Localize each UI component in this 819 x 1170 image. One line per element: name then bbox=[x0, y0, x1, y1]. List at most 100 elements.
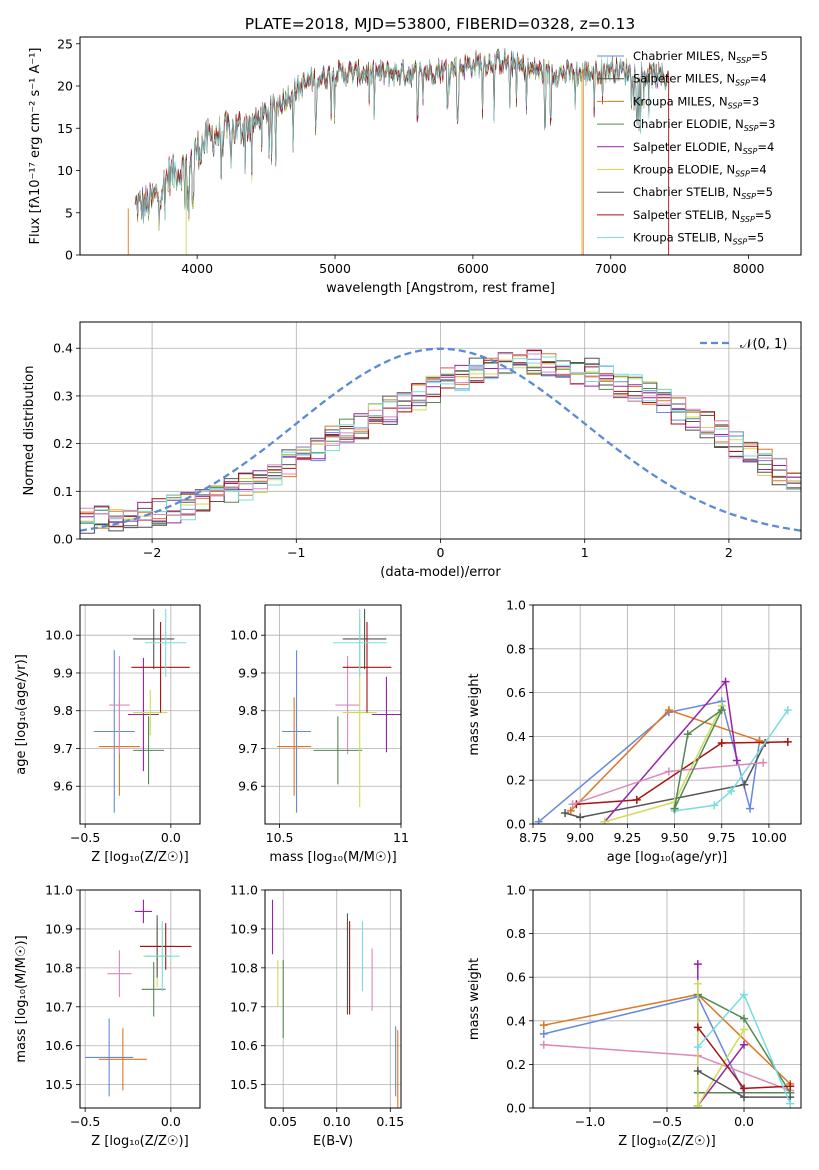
y-axis-label: mass weight bbox=[467, 958, 482, 1040]
y-tick-label: 9.8 bbox=[238, 703, 258, 718]
legend-label: Chabrier MILES, NSSP=5 bbox=[633, 49, 768, 65]
weight-marker bbox=[783, 737, 792, 746]
y-tick-label: 0.6 bbox=[506, 685, 526, 700]
weight-marker bbox=[664, 706, 673, 715]
axes-frame bbox=[79, 604, 201, 825]
weight-marker bbox=[561, 809, 570, 818]
spectrum-plot-area bbox=[127, 47, 670, 255]
x-axis-label: mass [log₁₀(M/M☉)] bbox=[269, 850, 396, 865]
weight-marker bbox=[740, 780, 749, 789]
y-tick-label: 0.4 bbox=[506, 1013, 526, 1028]
errorbar-point bbox=[145, 921, 180, 992]
errorbar-point bbox=[371, 676, 401, 753]
legend-label: Chabrier STELIB, NSSP=5 bbox=[633, 185, 773, 201]
weight-marker bbox=[740, 990, 749, 999]
y-axis-label: Normed distribution bbox=[22, 366, 37, 496]
y-tick-label: 0.3 bbox=[53, 388, 73, 403]
weight-marker bbox=[783, 706, 792, 715]
y-tick-label: 10.8 bbox=[45, 960, 73, 975]
weight-marker bbox=[670, 804, 679, 813]
y-tick-label: 0.2 bbox=[506, 1057, 526, 1072]
y-tick-label: 10.0 bbox=[45, 628, 73, 643]
x-tick-label: −1.0 bbox=[575, 1114, 605, 1129]
errorbar-point bbox=[131, 621, 190, 713]
age-vs-z-plot-area bbox=[93, 608, 190, 813]
weight-marker bbox=[732, 756, 741, 765]
x-tick-label: −0.5 bbox=[70, 1114, 100, 1129]
y-tick-label: 9.7 bbox=[238, 741, 258, 756]
weight-marker bbox=[539, 1029, 548, 1038]
weight-marker bbox=[534, 817, 543, 824]
x-tick-label: 1 bbox=[581, 545, 589, 560]
x-tick-label: 2 bbox=[725, 545, 733, 560]
y-tick-label: 10.9 bbox=[45, 921, 73, 936]
y-axis-label: Flux [fλ10⁻¹⁷ erg cm⁻² s⁻¹ A⁻¹] bbox=[28, 48, 43, 245]
x-axis-label: Z [log₁₀(Z/Z☉)] bbox=[91, 1134, 188, 1149]
y-tick-label: 0.6 bbox=[506, 970, 526, 985]
y-tick-label: 9.9 bbox=[53, 665, 73, 680]
y-tick-label: 9.9 bbox=[238, 665, 258, 680]
mass-vs-ebv-chart: 0.05 0.10 0.15 10.5 10.6 10.7 10.8 10.9 11.0 E(B-… bbox=[230, 883, 404, 1150]
weight-marker bbox=[740, 1084, 749, 1093]
legend-label: 𝒩(0, 1) bbox=[740, 337, 787, 352]
errorbar-point bbox=[333, 608, 387, 677]
y-tick-label: 0 bbox=[65, 248, 73, 263]
massweight-vs-age-plot-area bbox=[534, 677, 792, 824]
x-tick-label: 9.00 bbox=[566, 830, 594, 845]
massweight-vs-age-chart: 8.75 9.00 9.25 9.50 9.75 10.00 0.0 0.2 0.4 0.6 0.8… bbox=[467, 598, 802, 865]
errorbar-point bbox=[134, 899, 152, 924]
weight-marker bbox=[693, 1101, 702, 1108]
y-tick-label: 9.6 bbox=[53, 779, 73, 794]
errorbar-point bbox=[85, 1018, 134, 1097]
y-tick-label: 20 bbox=[57, 79, 73, 94]
axes-frame bbox=[79, 889, 201, 1109]
x-tick-label: 0.0 bbox=[161, 1114, 181, 1129]
weight-marker bbox=[664, 767, 673, 776]
axes-frame bbox=[532, 604, 802, 825]
y-tick-label: 10.0 bbox=[230, 628, 258, 643]
y-tick-label: 0.0 bbox=[506, 817, 526, 832]
x-tick-label: 10.00 bbox=[751, 830, 787, 845]
weight-marker bbox=[710, 801, 719, 810]
mass-vs-z-plot-area bbox=[85, 899, 192, 1097]
y-tick-label: 10.7 bbox=[45, 999, 73, 1014]
weight-marker bbox=[746, 804, 755, 813]
errorbar-point bbox=[313, 716, 363, 785]
errorbar-point bbox=[335, 655, 360, 755]
axes-frame bbox=[79, 36, 802, 256]
y-tick-label: 9.7 bbox=[53, 741, 73, 756]
weight-marker bbox=[693, 960, 702, 969]
errorbar-point bbox=[98, 1028, 147, 1091]
axes-frame bbox=[264, 889, 402, 1109]
weight-series bbox=[534, 697, 764, 824]
y-tick-label: 10.7 bbox=[230, 999, 258, 1014]
residuals-chart: −2 −1 0 1 2 0.0 0.1 0.2 0.3 0.4 (data-model)/error… bbox=[22, 321, 802, 580]
x-axis-label: wavelength [Angstrom, rest frame] bbox=[326, 281, 555, 296]
histogram-step bbox=[80, 353, 801, 521]
spectrum-chart: 4000 5000 6000 7000 8000 0 5 10 15 20 25 wavelength… bbox=[28, 36, 802, 296]
x-axis-label: (data-model)/error bbox=[380, 565, 501, 580]
y-tick-label: 10.5 bbox=[45, 1077, 73, 1092]
weight-marker bbox=[717, 738, 726, 747]
x-tick-label: −2 bbox=[143, 545, 161, 560]
weight-marker bbox=[786, 1099, 795, 1108]
age-vs-mass-plot-area bbox=[277, 608, 401, 813]
errorbar-point bbox=[141, 962, 166, 1017]
y-tick-label: 15 bbox=[57, 121, 73, 136]
y-tick-label: 9.8 bbox=[53, 703, 73, 718]
axes-frame bbox=[532, 889, 802, 1109]
y-tick-label: 0.2 bbox=[506, 773, 526, 788]
weight-marker bbox=[539, 1021, 548, 1030]
gaussian-curve bbox=[80, 347, 801, 532]
weight-line bbox=[674, 709, 789, 812]
weight-series bbox=[566, 706, 764, 815]
y-axis-label: age [log₁₀(age/yr)] bbox=[14, 654, 29, 775]
mass-vs-z-chart: −0.5 0.0 10.5 10.6 10.7 10.8 10.9 11.0 Z [log₁₀(… bbox=[14, 883, 201, 1149]
x-tick-label: 5000 bbox=[319, 261, 351, 276]
errorbar-point bbox=[133, 689, 168, 736]
histogram-step bbox=[80, 356, 801, 524]
y-tick-label: 0.1 bbox=[53, 484, 73, 499]
histogram-step bbox=[80, 350, 801, 527]
y-axis-label: mass weight bbox=[467, 673, 482, 755]
legend-label: Kroupa MILES, NSSP=3 bbox=[633, 94, 759, 110]
